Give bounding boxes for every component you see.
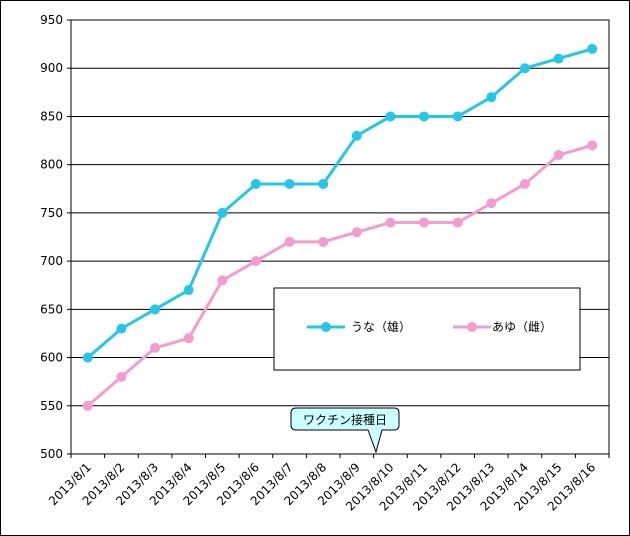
legend-marker-series-1 xyxy=(321,322,331,332)
data-point xyxy=(452,217,463,228)
data-point xyxy=(452,111,463,122)
data-point xyxy=(486,92,497,103)
series-lines xyxy=(82,43,598,411)
series-1 xyxy=(82,43,598,363)
data-point xyxy=(385,217,396,228)
y-tick-label: 500 xyxy=(40,447,63,461)
legend-item-series-1: うな（雄） xyxy=(307,319,411,334)
data-point xyxy=(419,217,430,228)
data-point xyxy=(217,275,228,286)
data-point xyxy=(150,304,161,315)
data-point xyxy=(385,111,396,122)
data-point xyxy=(519,63,530,74)
y-tick-label: 750 xyxy=(40,206,63,220)
data-point xyxy=(284,236,295,247)
y-tick-label: 700 xyxy=(40,254,63,268)
data-point xyxy=(587,140,598,151)
legend-marker-series-2 xyxy=(467,322,477,332)
y-tick-label: 950 xyxy=(40,13,63,27)
data-point xyxy=(318,236,329,247)
legend-item-series-2: あゆ（雌） xyxy=(453,319,552,334)
y-tick-label: 900 xyxy=(40,61,63,75)
data-point xyxy=(284,178,295,189)
data-point xyxy=(82,400,93,411)
callout-label: ワクチン接種日 xyxy=(303,412,387,427)
data-point xyxy=(217,207,228,218)
data-point xyxy=(318,178,329,189)
data-point xyxy=(116,323,127,334)
x-axis-ticks: 2013/8/12013/8/22013/8/32013/8/42013/8/5… xyxy=(46,454,610,514)
data-point xyxy=(351,130,362,141)
y-tick-label: 650 xyxy=(40,302,63,316)
data-point xyxy=(553,150,564,161)
data-point xyxy=(250,178,261,189)
data-point xyxy=(150,342,161,353)
y-tick-label: 800 xyxy=(40,158,63,172)
data-point xyxy=(587,43,598,54)
data-point xyxy=(553,53,564,64)
data-point xyxy=(250,256,261,267)
data-point xyxy=(183,285,194,296)
y-axis-ticks: 500 550 600 650 700 750 800 850 900 950 xyxy=(40,13,63,461)
y-tick-label: 550 xyxy=(40,399,63,413)
data-point xyxy=(351,227,362,238)
data-point xyxy=(419,111,430,122)
series-line xyxy=(86,143,593,407)
y-tick-label: 850 xyxy=(40,109,63,123)
legend-label-series-2: あゆ（雌） xyxy=(492,319,552,334)
series-line xyxy=(86,47,593,359)
data-point xyxy=(519,178,530,189)
data-point xyxy=(116,371,127,382)
legend: うな（雄） あゆ（雌） xyxy=(273,287,581,371)
legend-label-series-1: うな（雄） xyxy=(351,319,411,334)
series-2 xyxy=(82,140,598,411)
vaccination-callout: ワクチン接種日 xyxy=(290,407,400,454)
data-point xyxy=(486,198,497,209)
callout-bubble xyxy=(290,407,400,454)
y-tick-label: 600 xyxy=(40,351,63,365)
data-point xyxy=(183,333,194,344)
data-point xyxy=(82,352,93,363)
